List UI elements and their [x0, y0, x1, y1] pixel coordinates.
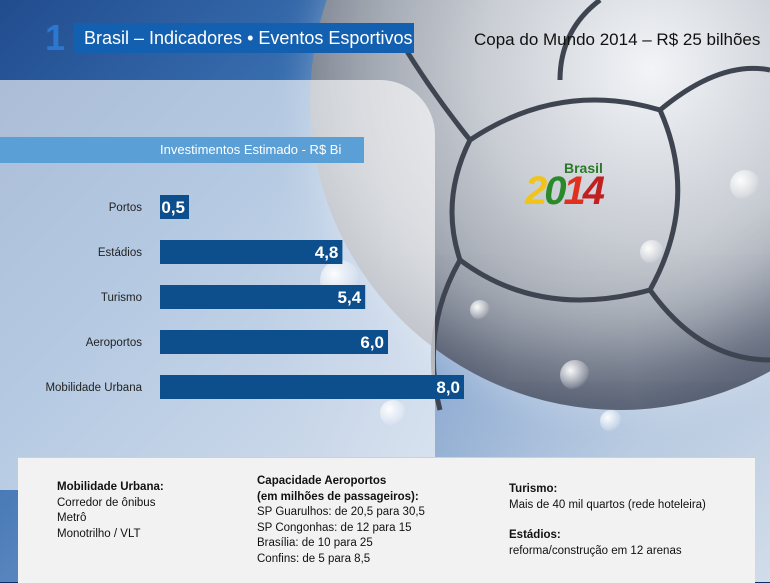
category-label: Estádios — [98, 247, 142, 259]
bar-value-label: 8,0 — [436, 378, 460, 397]
notes-box: Mobilidade Urbana: Corredor de ônibus Me… — [18, 457, 755, 583]
logo-word: Brasil — [564, 160, 603, 176]
chart-title-band — [0, 137, 364, 163]
notes-aeroportos: Capacidade Aeroportos (em milhões de pas… — [257, 474, 425, 567]
notes-estadios-line: reforma/construção em 12 arenas — [509, 544, 682, 557]
bar-aeroportos — [160, 330, 388, 354]
notes-turismo-line: Mais de 40 mil quartos (rede hoteleira) — [509, 498, 706, 511]
headline: Copa do Mundo 2014 – R$ 25 bilhões — [474, 30, 761, 49]
category-label: Mobilidade Urbana — [45, 382, 142, 394]
chart-title: Investimentos Estimado - R$ Bi — [160, 142, 342, 157]
category-label: Turismo — [101, 292, 142, 304]
notes-aeroportos-line: SP Guarulhos: de 20,5 para 30,5 — [257, 506, 425, 518]
logo-year: 2014 — [525, 169, 605, 213]
notes-mobilidade-line: Corredor de ônibus — [57, 496, 156, 509]
notes-estadios-heading: Estádios: — [509, 529, 561, 541]
notes-estadios: Estádios: reforma/construção em 12 arena… — [509, 528, 682, 559]
category-label: Portos — [109, 202, 142, 214]
notes-turismo-heading: Turismo: — [509, 483, 558, 495]
bar-turismo — [160, 285, 366, 309]
notes-aeroportos-subheading: (em milhões de passageiros): — [257, 490, 419, 503]
bar-value-label: 4,8 — [315, 243, 339, 262]
bar-value-label: 0,5 — [161, 198, 185, 217]
notes-turismo: Turismo: Mais de 40 mil quartos (rede ho… — [509, 482, 706, 513]
notes-mobilidade-line: Monotrilho / VLT — [57, 527, 141, 540]
notes-aeroportos-heading: Capacidade Aeroportos — [257, 475, 387, 487]
page-title: Brasil – Indicadores • Eventos Esportivo… — [74, 23, 414, 53]
bar-estádios — [160, 240, 343, 264]
bar-mobilidade-urbana — [160, 375, 464, 399]
bar-value-label: 5,4 — [338, 288, 362, 307]
notes-mobilidade: Mobilidade Urbana: Corredor de ônibus Me… — [57, 480, 164, 542]
notes-aeroportos-line: Brasília: de 10 para 25 — [257, 537, 373, 549]
notes-aeroportos-line: SP Congonhas: de 12 para 15 — [257, 521, 412, 534]
notes-aeroportos-line: Confins: de 5 para 8,5 — [257, 552, 371, 565]
notes-mobilidade-heading: Mobilidade Urbana: — [57, 481, 164, 493]
brasil-2014-logo: Brasil 2014 — [519, 157, 629, 217]
category-label: Aeroportos — [86, 337, 143, 349]
bar-portos — [160, 195, 189, 219]
section-number: 1 — [45, 17, 66, 58]
notes-mobilidade-line: Metrô — [57, 512, 87, 524]
bar-value-label: 6,0 — [360, 333, 384, 352]
